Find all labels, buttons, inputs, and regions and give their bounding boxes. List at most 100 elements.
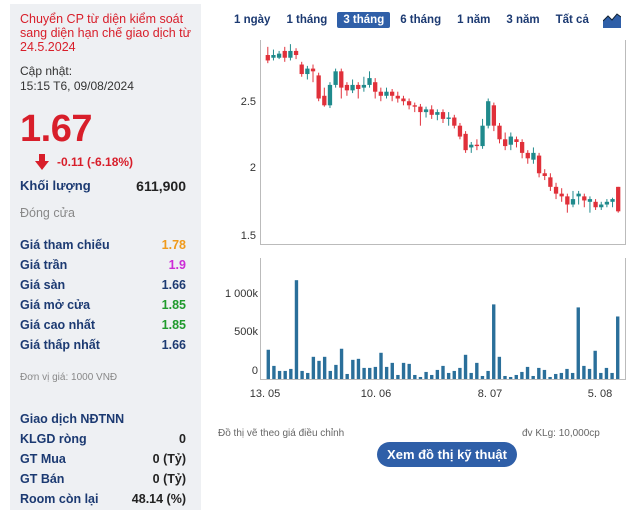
candle	[333, 68, 338, 88]
tab-3-months[interactable]: 3 tháng	[337, 12, 391, 28]
volume-bar	[582, 365, 586, 379]
room-value: 48.14 (%)	[131, 492, 186, 506]
candle	[497, 122, 502, 144]
floor-price-label: Giá sàn	[20, 278, 66, 292]
tab-3-years[interactable]: 3 năm	[506, 14, 540, 26]
volume-bar	[401, 362, 406, 379]
candle	[356, 82, 361, 99]
ref-price-row: Giá tham chiếu 1.78	[20, 238, 186, 252]
candle	[469, 142, 474, 153]
sell-value-label: GT Bán	[20, 472, 65, 486]
date-axis-tick: 10. 06	[360, 388, 392, 400]
volume-bar	[283, 370, 287, 379]
candle	[457, 122, 463, 140]
volume-bar	[554, 373, 558, 379]
low-price-row: Giá thấp nhất 1.66	[20, 338, 186, 352]
tab-6-months[interactable]: 6 tháng	[400, 14, 442, 26]
volume-bar	[351, 359, 355, 379]
candle	[288, 44, 293, 61]
candle	[384, 87, 389, 99]
net-volume-label: KLGD ròng	[20, 432, 87, 446]
volume-axis-tick: 1 000k	[224, 288, 258, 300]
volume-bar	[306, 372, 310, 379]
volume-axis-tick: 500k	[234, 326, 258, 338]
volume-bar	[610, 372, 614, 379]
candle	[576, 190, 581, 205]
volume-bar	[508, 376, 513, 379]
ref-price-label: Giá tham chiếu	[20, 238, 110, 252]
candle	[305, 65, 310, 80]
volume-bar-chart	[260, 258, 626, 380]
candle	[531, 147, 536, 164]
volume-bar	[463, 354, 468, 379]
date-axis-tick: 5. 08	[587, 388, 613, 400]
volume-bar	[497, 356, 502, 379]
adjusted-price-note: Đồ thị vẽ theo giá điều chỉnh	[218, 428, 345, 439]
volume-bar	[334, 364, 338, 379]
low-price-value: 1.66	[161, 338, 186, 352]
tab-1-month[interactable]: 1 tháng	[286, 14, 328, 26]
tab-1-day[interactable]: 1 ngày	[234, 14, 271, 26]
volume-bar	[542, 369, 547, 379]
date-axis-tick: 13. 05	[249, 388, 281, 400]
candle	[406, 98, 412, 110]
volume-bar	[384, 366, 389, 379]
volume-bar	[599, 372, 603, 379]
price-axis-tick: 2.5	[240, 96, 256, 108]
candle	[389, 88, 395, 102]
volume-bar	[565, 368, 569, 379]
candle	[452, 114, 457, 129]
volume-bar	[587, 368, 592, 379]
candle	[418, 103, 423, 126]
volume-bar	[475, 362, 479, 379]
candle	[604, 199, 610, 208]
volume-bar	[311, 356, 316, 379]
volume-bar	[362, 367, 366, 379]
candle	[570, 190, 576, 208]
volume-bar	[390, 362, 394, 379]
volume-bar	[514, 374, 518, 379]
candle	[587, 196, 593, 213]
volume-bar	[525, 366, 530, 379]
candle	[322, 87, 327, 107]
candle	[525, 150, 530, 164]
open-price-row: Giá mở cửa 1.85	[20, 298, 186, 312]
candle	[463, 131, 468, 153]
candle	[271, 49, 276, 61]
price-axis-tick: 2	[249, 162, 256, 174]
ceiling-price-label: Giá trần	[20, 258, 68, 272]
candle	[378, 87, 383, 102]
high-price-value: 1.85	[161, 318, 186, 332]
net-volume-row: KLGD ròng 0	[20, 432, 186, 446]
volume-bar	[486, 370, 490, 379]
volume-value: 611,900	[136, 178, 186, 194]
candle	[503, 132, 508, 151]
trading-notice: Chuyển CP từ diện kiểm soát sang diện hạ…	[20, 12, 191, 54]
volume-bar	[339, 348, 344, 379]
floor-price-value: 1.66	[161, 278, 186, 292]
time-range-tabs: 1 ngày 1 tháng 3 tháng 6 tháng 1 năm 3 n…	[228, 12, 621, 28]
candle	[412, 102, 417, 113]
candle	[508, 132, 513, 151]
volume-bar	[413, 374, 417, 379]
ceiling-price-row: Giá trần 1.9	[20, 258, 186, 272]
sell-value-row: GT Bán 0 (Tỷ)	[20, 472, 186, 486]
candle	[565, 193, 570, 213]
candle	[548, 173, 553, 191]
ceiling-price-value: 1.9	[168, 258, 186, 272]
candle	[474, 139, 480, 151]
net-volume-value: 0	[179, 432, 186, 446]
technical-chart-button[interactable]: Xem đồ thị kỹ thuật	[377, 442, 517, 467]
candle	[423, 106, 429, 118]
volume-bar	[593, 350, 597, 379]
volume-axis-tick: 0	[251, 365, 258, 377]
volume-bar	[373, 366, 378, 379]
tab-all[interactable]: Tất cả	[555, 14, 589, 26]
area-chart-icon[interactable]	[602, 12, 621, 28]
volume-bar	[424, 371, 428, 379]
volume-row: Khối lượng 611,900	[20, 178, 186, 194]
candle	[553, 182, 559, 200]
candle	[542, 169, 547, 181]
tab-1-year[interactable]: 1 năm	[457, 14, 491, 26]
open-price-value: 1.85	[161, 298, 186, 312]
